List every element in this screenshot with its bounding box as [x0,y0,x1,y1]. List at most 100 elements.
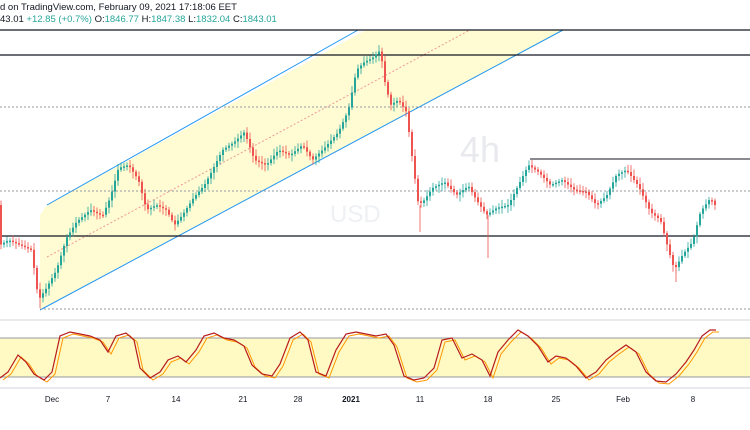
ohlc-readout: 43.01 +12.85 (+0.7%) O:1846.77 H:1847.38… [0,14,277,25]
candle-body [150,207,152,210]
candle-body [492,210,494,213]
candle-body [237,138,239,142]
time-axis-tick: 21 [238,395,248,404]
candle-body [450,185,452,190]
watermark-text-2: USD [330,201,381,228]
close-label: C: [232,14,243,25]
candle-body [75,222,77,228]
candle-body [315,156,317,160]
candle-body [483,206,485,212]
candle-body [552,183,554,186]
candle-body [471,186,473,193]
candle-body [429,191,431,197]
candle-body [123,166,125,168]
candle-body [378,51,380,55]
candle-body [351,92,353,108]
candle-body [369,59,371,61]
candle-body [189,203,191,209]
candle-body [417,178,419,202]
candle-body [636,180,638,184]
candle-body [441,183,443,185]
high-label: H: [141,14,152,25]
candle-body [99,213,101,215]
candle-body [231,143,233,146]
candle-body [432,187,434,192]
candle-body [612,182,614,189]
publish-info: d on TradingView.com, February 09, 2021 … [0,2,237,13]
candle-body [687,247,689,252]
candle-body [411,132,413,156]
candle-body [594,199,596,204]
candle-body [699,213,701,226]
candle-body [171,214,173,221]
candle-body [342,122,344,129]
candle-body [327,144,329,148]
low-label: L: [188,14,196,25]
candle-body [564,180,566,183]
candle-body [684,251,686,256]
candle-body [651,208,653,214]
candle-body [669,244,671,255]
candle-body [66,237,68,246]
candle-body [618,173,620,177]
low-value: 1832.04 [196,14,231,25]
candle-body [675,265,677,268]
candle-body [135,171,137,177]
candle-body [642,189,644,196]
candle-body [195,195,197,199]
candle-body [18,243,20,245]
candle-body [156,205,158,207]
candle-body [183,212,185,217]
candle-body [603,198,605,201]
time-axis-tick: 11 [415,395,425,404]
candle-body [630,172,632,176]
candle-body [120,167,122,170]
candle-body [3,242,5,245]
candle-body [234,141,236,144]
time-axis-tick: 7 [105,395,111,404]
candle-body [654,213,656,216]
candle-body [276,151,278,156]
time-axis[interactable]: Dec 7 14 21 28 2021 11 18 25 Feb 8 [0,388,750,430]
candle-body [591,195,593,200]
previous-close: 43.01 [0,14,24,25]
candle-body [366,60,368,63]
candle-body [438,184,440,187]
candle-body [255,155,257,161]
candle-body [666,233,668,245]
time-axis-tick: 25 [551,395,561,404]
candle-body [105,207,107,215]
candle-body [162,206,164,209]
time-axis-tick: Dec [44,395,60,404]
candle-body [186,208,188,213]
time-axis-tick: Feb [616,395,630,404]
candle-body [609,188,611,195]
candle-body [210,172,212,179]
candle-body [39,289,41,298]
price-change: +12.85 (+0.7%) [26,14,92,25]
channel-mid-line [46,29,471,258]
candle-body [24,245,26,248]
stochastic-d-line [2,331,719,385]
candle-body [567,182,569,185]
candle-body [711,200,713,202]
candle-body [63,246,65,256]
candle-body [6,240,8,243]
candle-body [291,153,293,156]
candle-body [324,147,326,151]
candle-body [249,139,251,148]
candle-body [522,176,524,182]
candle-body [138,176,140,182]
candle-body [165,208,167,210]
candle-body [558,181,560,183]
candle-body [129,165,131,168]
candle-body [303,146,305,148]
candle-body [252,147,254,156]
candle-body [708,200,710,205]
candle-body [690,243,692,248]
candle-body [360,65,362,69]
candle-body [681,255,683,262]
stochastic-k-line [0,329,716,383]
open-label: O: [94,14,105,25]
